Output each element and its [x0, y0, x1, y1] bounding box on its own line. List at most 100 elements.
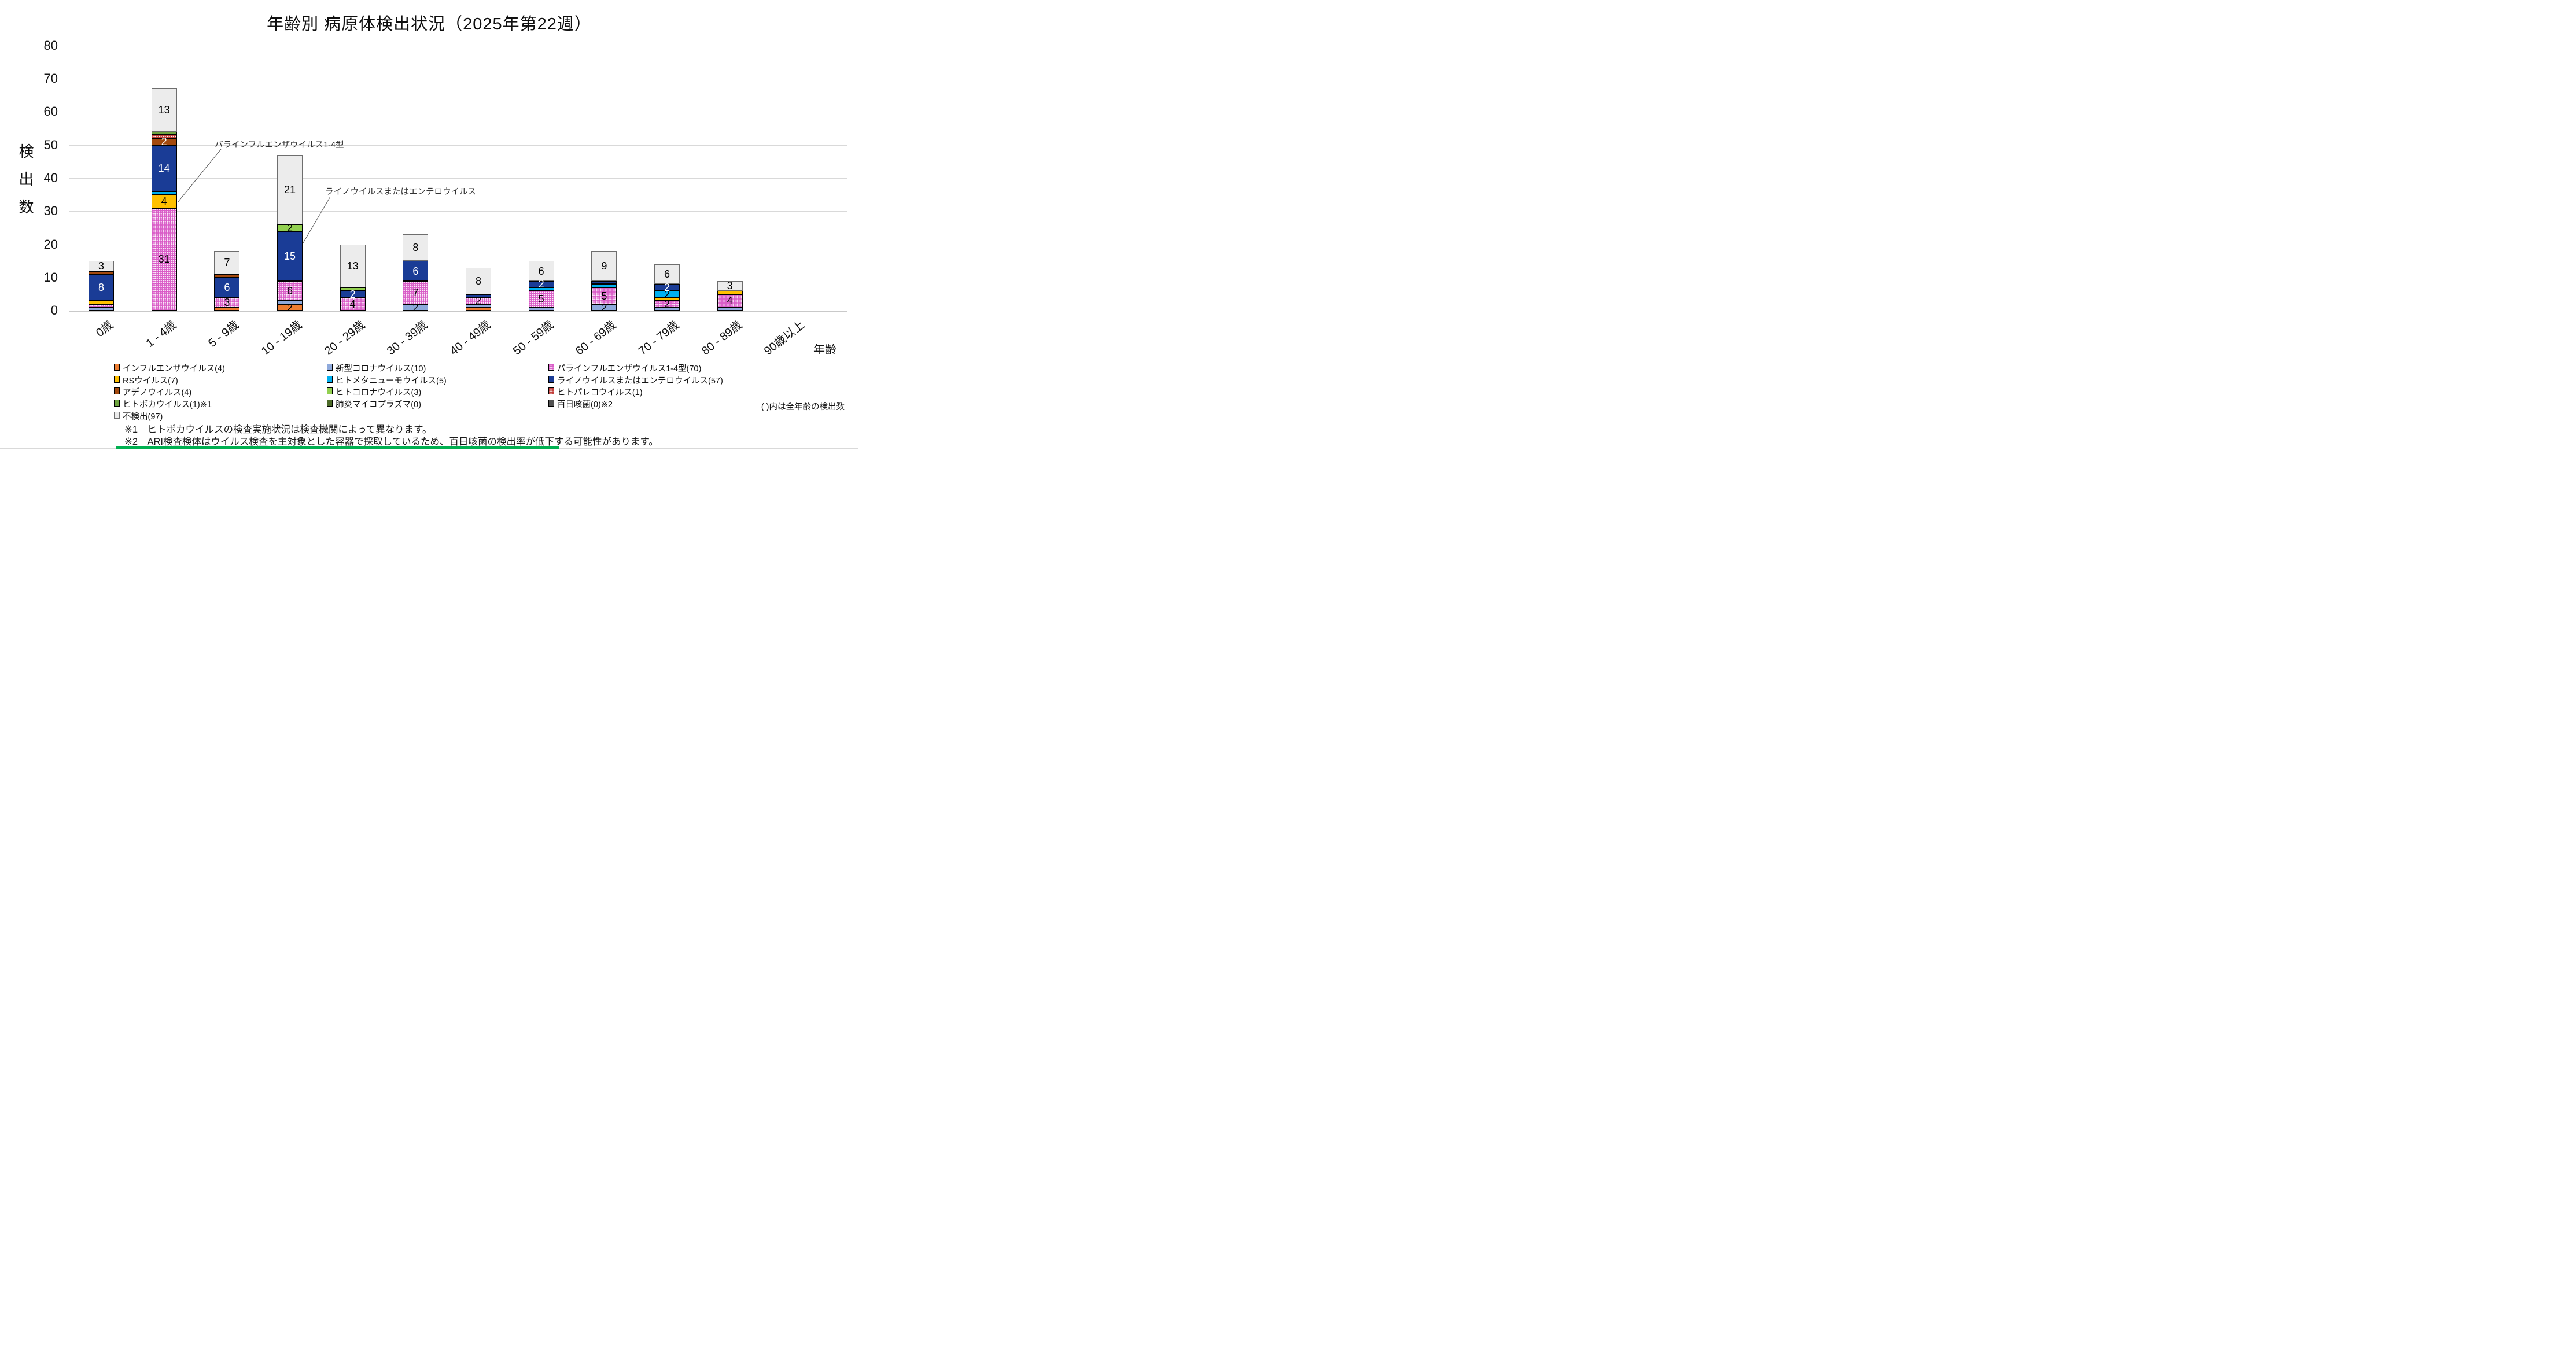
- y-tick-label: 60: [43, 104, 58, 119]
- legend-swatch-boca: [114, 400, 120, 407]
- bar-segment-value: 2: [476, 295, 482, 307]
- x-axis-title: 年齢: [813, 344, 836, 356]
- bar-segment-value: 3: [727, 280, 733, 292]
- bar-segment-hcov: [340, 287, 366, 291]
- bar-segment-covid19: [591, 304, 617, 311]
- bar-segment-parainfluenza: [277, 280, 303, 301]
- bar-segment-not-detected: [89, 261, 114, 271]
- bottom-green-strip: [116, 446, 559, 449]
- bar-segment-value: 9: [601, 260, 607, 272]
- bar-segment-parainfluenza: [403, 280, 429, 304]
- bar-segment-value: 6: [412, 265, 419, 277]
- legend-swatch-hcov: [327, 387, 333, 395]
- bar-segment-not-detected: [403, 234, 429, 261]
- bar-segment-rhino-entero: [403, 261, 429, 281]
- legend-item-rsv: RSウイルス(7): [123, 376, 178, 386]
- bar-segment-not-detected: [151, 88, 177, 132]
- bar-segment-value: 6: [224, 282, 230, 294]
- bar-segment-rhino-entero: [591, 280, 617, 285]
- y-tick-label: 40: [43, 170, 58, 185]
- legend-swatch-influenza: [114, 364, 120, 371]
- bar-segment-covid19: [89, 307, 114, 311]
- bar-segment-not-detected: [466, 267, 492, 294]
- bar-segment-parainfluenza: [654, 301, 680, 308]
- bar-segment-covid19: [654, 307, 680, 311]
- legend-item-parainfluenza: パラインフルエンザウイルス1-4型(70): [557, 364, 702, 374]
- legend-item-not-detected: 不検出(97): [123, 412, 163, 422]
- bar-segment-value: 7: [412, 286, 419, 298]
- bar-segment-adeno: [89, 271, 114, 275]
- chart-title: 年齢別 病原体検出状況（2025年第22週）: [267, 15, 592, 34]
- x-axis-line: [69, 311, 847, 312]
- bar-segment-not-detected: [717, 280, 743, 291]
- legend-swatch-pertussis: [548, 400, 554, 407]
- bar-segment-value: 2: [286, 301, 293, 313]
- bar-segment-not-detected: [214, 251, 240, 275]
- gridline: [69, 178, 847, 179]
- leader-line-rhino: [303, 196, 331, 243]
- bar-segment-parainfluenza: [466, 297, 492, 304]
- bar-segment-not-detected: [277, 154, 303, 225]
- bar-segment-value: 2: [161, 135, 167, 147]
- bar-segment-parainfluenza: [340, 297, 366, 311]
- legend-item-hmpv: ヒトメタニューモウイルス(5): [336, 376, 447, 386]
- bar-segment-not-detected: [591, 251, 617, 281]
- legend-swatch-adeno: [114, 387, 120, 395]
- y-tick-label: 20: [43, 237, 58, 252]
- bar-segment-value: 2: [601, 301, 607, 313]
- bar-segment-influenza: [214, 307, 240, 311]
- bar-segment-value: 6: [664, 268, 670, 280]
- y-tick-label: 30: [43, 204, 58, 219]
- legend-swatch-parainfluenza: [548, 364, 554, 371]
- bar-segment-rhino-entero: [528, 280, 554, 288]
- bar-segment-covid19: [528, 307, 554, 311]
- bar-segment-value: 8: [476, 275, 482, 287]
- bar-segment-value: 8: [98, 282, 104, 294]
- annotation-rhino-label: ライノウイルスまたはエンテロウイルス: [325, 187, 476, 197]
- bar-segment-rsv: [717, 290, 743, 294]
- bar-segment-value: 21: [283, 184, 296, 196]
- chart-canvas: 年齢別 病原体検出状況（2025年第22週） 検出数 0 10 20 30 40 50 60…: [0, 0, 858, 449]
- legend-item-boca: ヒトボカウイルス(1)※1: [123, 400, 212, 409]
- bar-segment-covid19: [277, 301, 303, 304]
- bar-segment-rhino-entero: [654, 284, 680, 291]
- legend-swatch-mycoplasma: [327, 400, 333, 407]
- annotation-parainfluenza-label: パラインフルエンザウイルス1-4型: [215, 141, 344, 150]
- bar-segment-parainfluenza: [717, 294, 743, 308]
- bar-segment-not-detected: [654, 264, 680, 285]
- bar-segment-rsv: [151, 194, 177, 208]
- y-tick-label: 50: [43, 137, 58, 152]
- legend-item-parecho: ヒトパレコウイルス(1): [557, 388, 643, 398]
- y-axis-title: 検出数: [17, 143, 34, 227]
- bar-segment-rhino-entero: [466, 294, 492, 298]
- bar-segment-covid19: [717, 307, 743, 311]
- bar-segment-parecho: [151, 135, 177, 139]
- bar-segment-covid19: [403, 304, 429, 311]
- gridline: [69, 211, 847, 212]
- bar-segment-value: 2: [286, 221, 293, 234]
- bar-segment-parainfluenza: [528, 290, 554, 308]
- footnote-2: ※2 ARI検査検体はウイルス検査を主対象とした容器で採取しているため、百日咳菌…: [124, 437, 658, 447]
- bar-segment-value: 3: [224, 296, 230, 308]
- legend-item-hcov: ヒトコロナウイルス(3): [336, 388, 422, 398]
- bar-segment-value: 2: [538, 278, 544, 290]
- legend-item-influenza: インフルエンザウイルス(4): [123, 364, 225, 374]
- bar-segment-hmpv: [591, 284, 617, 288]
- bar-segment-rhino-entero: [277, 231, 303, 281]
- bar-segment-value: 14: [158, 162, 170, 174]
- legend-item-mycoplasma: 肺炎マイコプラズマ(0): [336, 400, 421, 409]
- gridline: [69, 145, 847, 146]
- legend-item-covid19: 新型コロナウイルス(10): [336, 364, 426, 374]
- bar-segment-rhino-entero: [89, 274, 114, 301]
- y-tick-label: 0: [50, 303, 58, 318]
- legend-swatch-hmpv: [327, 375, 333, 383]
- legend-swatch-rhino-entero: [548, 375, 554, 383]
- bar-segment-value: 4: [349, 298, 356, 310]
- legend-note: ( )内は全年齢の検出数: [761, 402, 845, 412]
- bar-segment-value: 2: [664, 288, 670, 300]
- legend-item-rhino-entero: ライノウイルスまたはエンテロウイルス(57): [557, 376, 723, 386]
- bar-segment-parainfluenza: [89, 304, 114, 308]
- bar-segment-parainfluenza: [151, 208, 177, 311]
- bar-segment-boca: [151, 131, 177, 135]
- bar-segment-value: 4: [727, 295, 733, 307]
